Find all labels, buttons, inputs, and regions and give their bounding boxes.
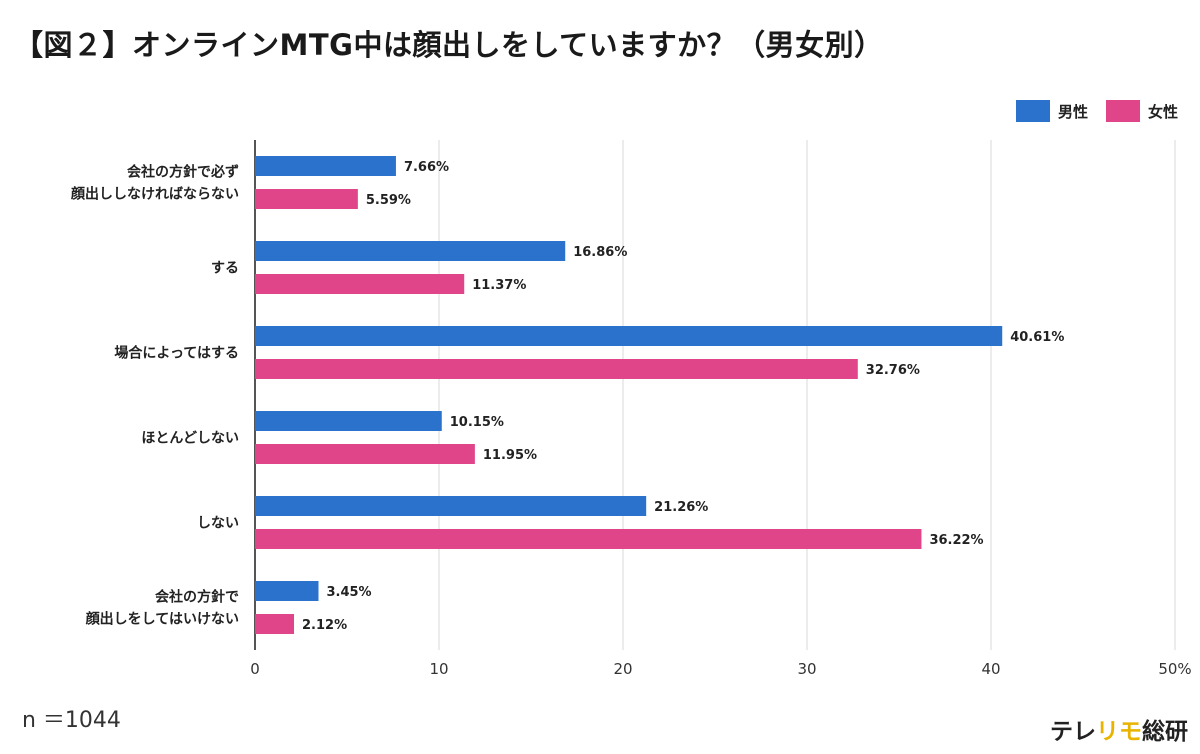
- bar-female: [255, 274, 465, 294]
- chart-title: 【図２】オンラインMTG中は顔出しをしていますか？（男女別）: [14, 28, 884, 62]
- legend-swatch-female: [1105, 100, 1140, 122]
- legend-swatch-male: [1015, 100, 1050, 122]
- sample-size: n ＝1044: [22, 708, 121, 733]
- legend-item-male: 男性: [1015, 100, 1088, 122]
- category-label: 顔出しをしてはいけない: [85, 611, 239, 628]
- data-label-female: 36.22%: [929, 533, 983, 548]
- x-tick-label: 10: [429, 660, 448, 678]
- bar-male: [255, 156, 396, 176]
- data-label-female: 5.59%: [366, 193, 411, 208]
- bar-male: [255, 581, 319, 601]
- bar-male: [255, 241, 566, 261]
- data-label-male: 16.86%: [573, 245, 627, 260]
- category-label: 顔出ししなければならない: [70, 186, 239, 203]
- data-label-male: 3.45%: [326, 585, 371, 600]
- x-tick-label: 30: [797, 660, 816, 678]
- bar-male: [255, 411, 442, 431]
- category-label: しない: [197, 516, 239, 532]
- legend-item-female: 女性: [1105, 100, 1178, 122]
- bar-female: [255, 359, 858, 379]
- x-tick-label: 0: [250, 660, 260, 678]
- legend-label-female: 女性: [1147, 102, 1178, 121]
- category-label: 会社の方針で必ず: [127, 164, 239, 181]
- logo-accent: リモ: [1096, 719, 1142, 745]
- data-label-male: 21.26%: [654, 500, 708, 515]
- data-label-female: 32.76%: [866, 363, 920, 378]
- category-label: 場合によってはする: [114, 345, 239, 362]
- logo-part1: テレ: [1050, 719, 1096, 745]
- data-label-female: 2.12%: [302, 618, 347, 633]
- x-tick-label: 20: [613, 660, 632, 678]
- x-tick-label: 40: [981, 660, 1000, 678]
- category-label: 会社の方針で: [155, 589, 239, 606]
- bar-female: [255, 529, 922, 549]
- bar-male: [255, 496, 647, 516]
- category-label: する: [211, 261, 239, 277]
- data-label-female: 11.37%: [472, 278, 526, 293]
- category-label: ほとんどしない: [141, 431, 239, 447]
- data-label-male: 40.61%: [1010, 330, 1064, 345]
- data-label-female: 11.95%: [483, 448, 537, 463]
- brand-logo: テレリモ総研: [1050, 712, 1188, 746]
- x-tick-label: 50%: [1158, 660, 1191, 678]
- legend: 男性 女性: [1008, 100, 1178, 122]
- bar-female: [255, 189, 358, 209]
- legend-label-male: 男性: [1057, 102, 1088, 121]
- bar-male: [255, 326, 1003, 346]
- data-label-male: 10.15%: [450, 415, 504, 430]
- bar-female: [255, 614, 295, 634]
- bar-female: [255, 444, 475, 464]
- logo-part2: 総研: [1142, 719, 1188, 745]
- data-label-male: 7.66%: [404, 160, 449, 175]
